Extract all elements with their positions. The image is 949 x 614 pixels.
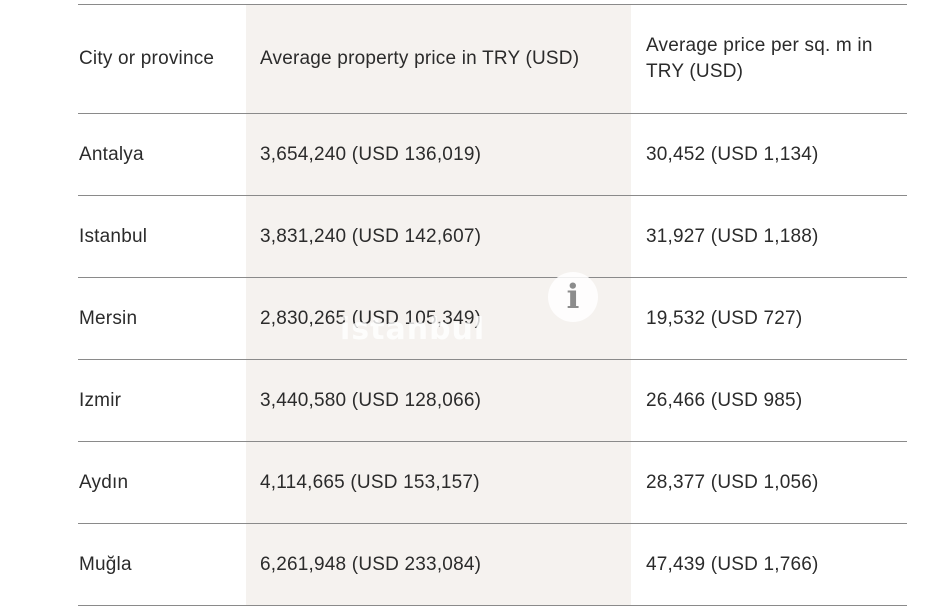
city-cell: Antalya <box>79 143 144 165</box>
city-cell: Mersin <box>79 307 138 329</box>
table-row: Mersin 2,830,265 (USD 105,349) 19,532 (U… <box>78 278 907 360</box>
average-price-cell: 4,114,665 (USD 153,157) <box>246 442 631 523</box>
price-per-sqm-cell: 31,927 (USD 1,188) <box>646 225 819 247</box>
table-row: Antalya 3,654,240 (USD 136,019) 30,452 (… <box>78 114 907 196</box>
price-per-sqm-cell: 28,377 (USD 1,056) <box>646 471 819 493</box>
table-row: Izmir 3,440,580 (USD 128,066) 26,466 (US… <box>78 360 907 442</box>
price-per-sqm-cell: 19,532 (USD 727) <box>646 307 803 329</box>
city-cell: Muğla <box>79 553 132 575</box>
table-row: Muğla 6,261,948 (USD 233,084) 47,439 (US… <box>78 524 907 606</box>
header-city: City or province <box>79 48 215 69</box>
average-price-cell: 3,440,580 (USD 128,066) <box>246 360 631 441</box>
table-header-row: City or province Average property price … <box>78 5 907 114</box>
average-price-cell: 6,261,948 (USD 233,084) <box>246 524 631 605</box>
average-price-cell: 3,831,240 (USD 142,607) <box>246 196 631 277</box>
table-row: Aydın 4,114,665 (USD 153,157) 28,377 (US… <box>78 442 907 524</box>
city-cell: Aydın <box>79 471 129 493</box>
price-per-sqm-cell: 47,439 (USD 1,766) <box>646 553 819 575</box>
price-per-sqm-cell: 26,466 (USD 985) <box>646 389 803 411</box>
header-average-price: Average property price in TRY (USD) <box>246 5 631 113</box>
property-price-table: City or province Average property price … <box>78 4 907 606</box>
header-price-per-sqm: Average price per sq. m in TRY (USD) <box>646 35 873 82</box>
average-price-cell: 2,830,265 (USD 105,349) <box>246 278 631 359</box>
city-cell: Istanbul <box>79 225 148 247</box>
average-price-cell: 3,654,240 (USD 136,019) <box>246 114 631 195</box>
price-per-sqm-cell: 30,452 (USD 1,134) <box>646 143 819 165</box>
table-row: Istanbul 3,831,240 (USD 142,607) 31,927 … <box>78 196 907 278</box>
city-cell: Izmir <box>79 389 122 411</box>
